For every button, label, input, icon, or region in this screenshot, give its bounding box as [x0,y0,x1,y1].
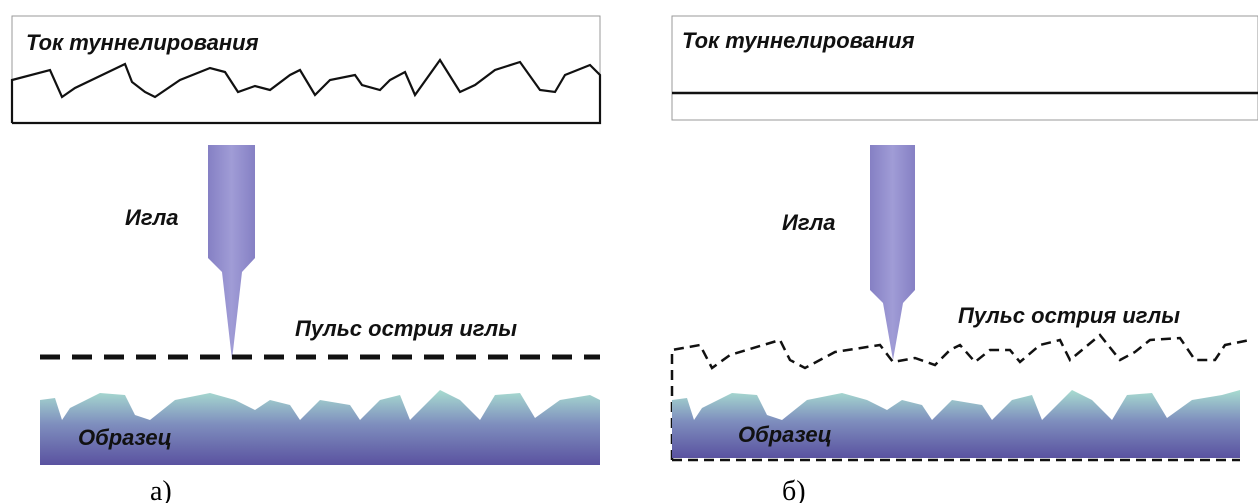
needle [208,145,255,360]
current-box [671,15,1258,121]
sample [672,390,1240,458]
needle [870,145,915,360]
tip-pulse-line [670,333,1251,460]
current-box [11,15,601,124]
tip-pulse-label: Пульс острия иглы [958,303,1180,328]
tip-pulse-label: Пульс острия иглы [295,316,517,341]
panel-a: Ток туннелирования Игла Пульс острия игл… [10,15,602,503]
sample-label: Образец [78,425,172,450]
current-label: Ток туннелирования [26,30,259,55]
current-signal [10,58,602,125]
caption: б) [782,476,806,503]
panel-b: Ток туннелирования Игла Пульс острия игл… [670,15,1258,503]
caption: а) [150,476,172,503]
needle-label: Игла [125,205,179,230]
needle-label: Игла [782,210,836,235]
sample [40,390,600,465]
current-label: Ток туннелирования [682,28,915,53]
sample-label: Образец [738,422,832,447]
